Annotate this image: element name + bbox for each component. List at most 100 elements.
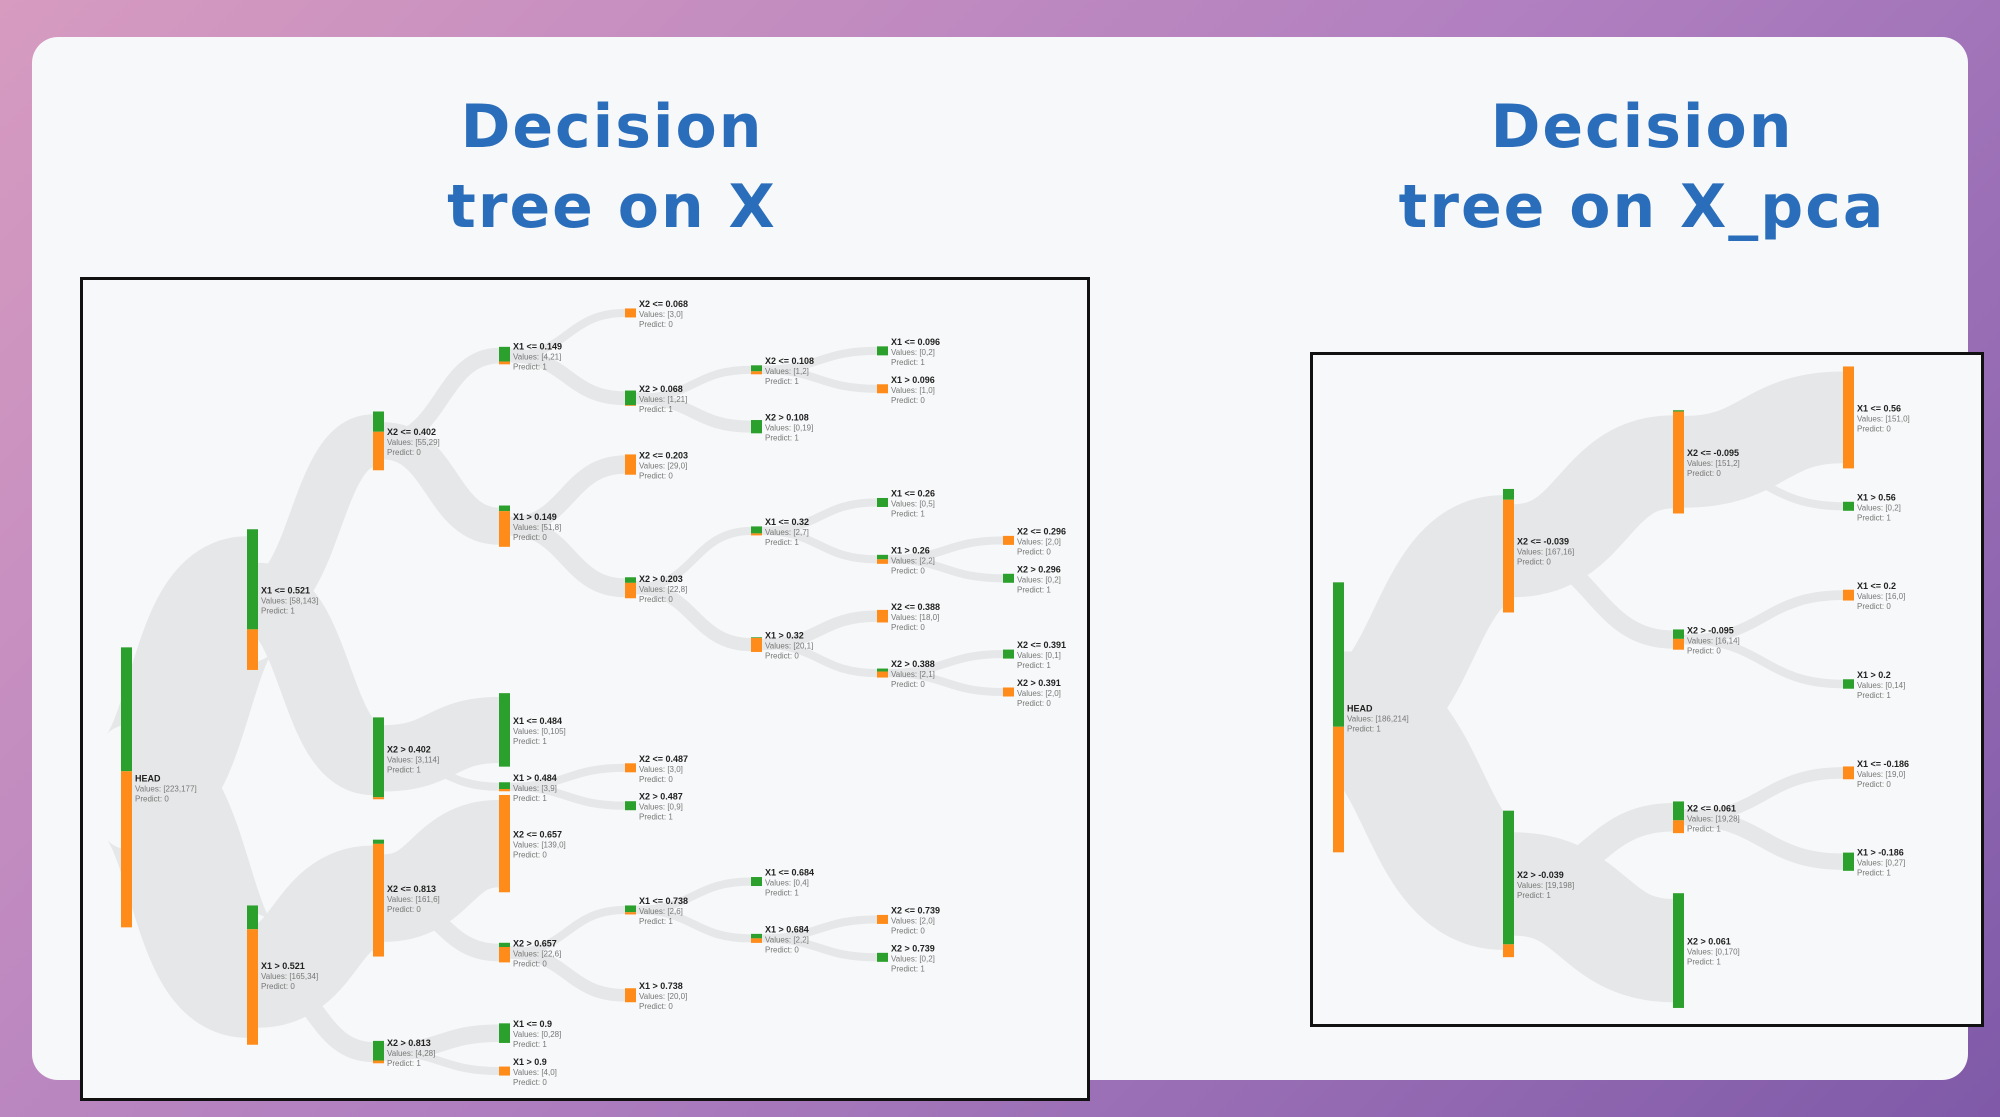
node-predict: Predict: 0 (1857, 424, 1891, 433)
node-predict: Predict: 0 (639, 595, 673, 604)
node-values: Values: [0,14] (1857, 681, 1905, 690)
class1-bar (499, 505, 510, 512)
left-title-line1: Decision (460, 92, 764, 162)
node-values: Values: [2,0] (1017, 689, 1061, 698)
class0-bar (373, 797, 384, 800)
node-condition: X1 > 0.521 (261, 961, 305, 971)
node-values: Values: [0,2] (891, 348, 935, 357)
class1-bar (625, 801, 636, 811)
node-condition: X2 <= 0.739 (891, 905, 940, 915)
node-predict: Predict: 0 (513, 533, 547, 542)
tree-link (257, 965, 374, 1063)
tree-link (509, 348, 626, 406)
node-condition: X1 <= 0.32 (765, 517, 809, 527)
node-values: Values: [3,0] (639, 310, 683, 319)
class1-bar (751, 526, 762, 534)
class0-bar (1843, 366, 1854, 469)
class1-bar (373, 1040, 384, 1061)
node-values: Values: [2,7] (765, 528, 809, 537)
node-predict: Predict: 1 (891, 964, 925, 973)
node-values: Values: [2,1] (891, 670, 935, 679)
tree-link (635, 581, 752, 652)
class0-bar (877, 914, 888, 924)
class1-bar (877, 497, 888, 507)
node-predict: Predict: 1 (1517, 891, 1551, 900)
class0-bar (625, 912, 636, 915)
class0-bar (751, 371, 762, 375)
class0-bar (1673, 638, 1684, 650)
class1-bar (499, 346, 510, 362)
node-values: Values: [4,28] (387, 1049, 435, 1058)
node-condition: X2 > 0.203 (639, 574, 683, 584)
class1-bar (1843, 501, 1854, 511)
node-condition: X1 > 0.149 (513, 512, 557, 522)
node-condition: X2 > 0.061 (1687, 937, 1731, 947)
node-condition: HEAD (1347, 703, 1373, 713)
node-predict: Predict: 0 (1857, 780, 1891, 789)
class0-bar (1503, 944, 1514, 958)
node-values: Values: [20,1] (765, 642, 813, 651)
node-values: Values: [22,6] (513, 950, 561, 959)
node-values: Values: [167,16] (1517, 548, 1574, 557)
class1-bar (499, 942, 510, 947)
node-condition: X2 <= 0.487 (639, 754, 688, 764)
node-predict: Predict: 1 (639, 813, 673, 822)
class1-bar (877, 668, 888, 672)
tree-link (509, 516, 626, 598)
class0-bar (1843, 766, 1854, 780)
node-predict: Predict: 0 (639, 1002, 673, 1011)
tree-links (1331, 371, 1845, 1003)
node-values: Values: [0,1] (1017, 651, 1061, 660)
node-condition: X2 <= -0.095 (1687, 448, 1739, 458)
node-values: Values: [29,0] (639, 462, 687, 471)
node-values: Values: [0,19] (765, 424, 813, 433)
tree-link (635, 392, 752, 433)
content-card: Decision tree on X Decision tree on X_pc… (32, 37, 1984, 1101)
left-title: Decision tree on X (412, 87, 812, 247)
class1-bar (1843, 679, 1854, 689)
class0-bar (1673, 820, 1684, 834)
node-predict: Predict: 1 (513, 363, 547, 372)
node-predict: Predict: 1 (1687, 958, 1721, 967)
node-condition: X2 > 0.108 (765, 413, 809, 423)
node-condition: X1 > -0.186 (1857, 848, 1904, 858)
node-condition: X2 <= 0.296 (1017, 526, 1066, 536)
node-predict: Predict: 0 (1687, 647, 1721, 656)
class0-bar (121, 771, 132, 928)
node-values: Values: [1,0] (891, 386, 935, 395)
node-condition: X1 <= 0.096 (891, 337, 940, 347)
node-predict: Predict: 1 (387, 1059, 421, 1068)
class1-bar (751, 637, 762, 638)
node-condition: X1 > 0.56 (1857, 492, 1896, 502)
class1-bar (1673, 410, 1684, 412)
node-values: Values: [0,170] (1687, 948, 1740, 957)
class1-bar (1673, 801, 1684, 821)
class1-bar (751, 420, 762, 434)
node-predict: Predict: 1 (513, 737, 547, 746)
class0-bar (373, 843, 384, 957)
class0-bar (499, 789, 510, 792)
node-values: Values: [0,2] (1017, 575, 1061, 584)
tree-link (1683, 635, 1844, 689)
node-predict: Predict: 0 (1017, 699, 1051, 708)
node-condition: X1 <= -0.186 (1857, 759, 1909, 769)
right-title: Decision tree on X_pca (1392, 87, 1892, 247)
node-values: Values: [0,2] (1857, 503, 1901, 512)
tree-link (1331, 651, 1516, 950)
